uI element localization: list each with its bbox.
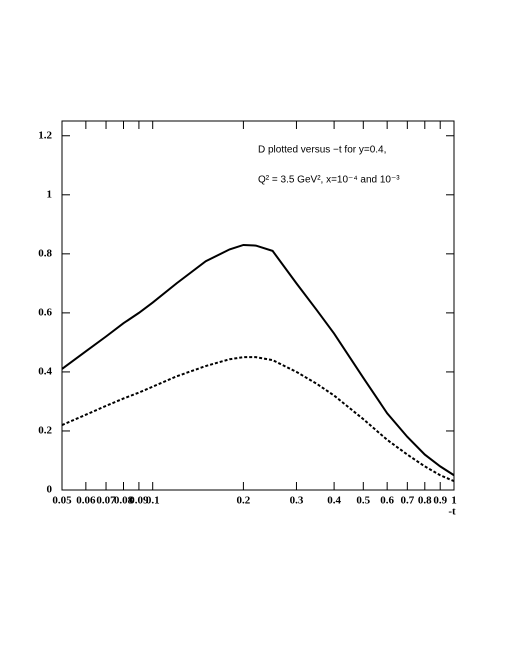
x-tick-label: 0.07: [96, 495, 116, 507]
y-tick-label: 0: [47, 484, 53, 496]
y-tick-label: 0.8: [38, 247, 52, 259]
x-axis-label: -t: [448, 506, 456, 518]
y-tick-label: 1: [47, 188, 53, 200]
x-tick-label: 0.5: [356, 495, 370, 507]
x-tick-label: 0.6: [380, 495, 394, 507]
x-tick-label: 1: [451, 495, 457, 507]
y-tick-label: 0.6: [38, 306, 52, 318]
x-tick-label: 0.8: [418, 495, 432, 507]
y-tick-label: 1.2: [38, 129, 52, 141]
x-tick-label: 0.08: [114, 495, 134, 507]
annotation: D plotted versus −t for y=0.4,: [258, 145, 386, 156]
y-tick-label: 0.2: [38, 424, 52, 436]
x-tick-label: 0.2: [237, 495, 251, 507]
x-tick-label: 0.7: [400, 495, 414, 507]
annotation: Q² = 3.5 GeV², x=10⁻⁴ and 10⁻³: [258, 175, 400, 186]
x-tick-label: 0.05: [52, 495, 72, 507]
x-tick-label: 0.3: [290, 495, 304, 507]
x-tick-label: 0.09: [129, 495, 149, 507]
x-tick-label: 0.4: [327, 495, 341, 507]
x-tick-label: 0.1: [146, 495, 160, 507]
plot-frame: [61, 120, 455, 491]
line-series: [61, 243, 455, 477]
y-tick-label: 0.4: [38, 365, 52, 377]
x-tick-label: 0.9: [433, 495, 447, 507]
line-series: [61, 356, 455, 483]
x-tick-label: 0.06: [76, 495, 96, 507]
